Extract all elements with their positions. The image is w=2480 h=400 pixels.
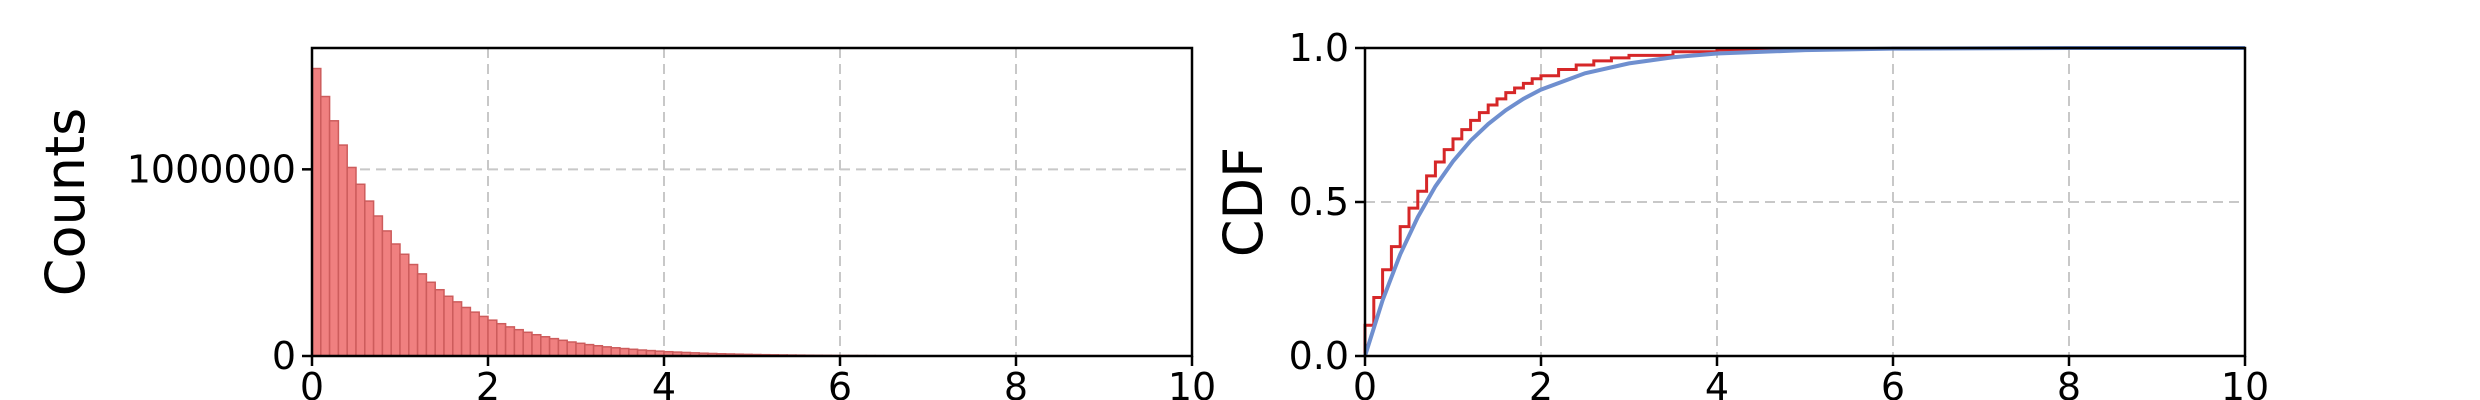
histogram-bar [381,230,392,357]
histogram-x-tick-label: 4 [652,365,676,400]
histogram-bar [496,322,507,357]
histogram-bar [504,326,516,357]
histogram-axes-frame [310,46,1194,358]
histogram-bar [346,166,357,357]
histogram-bar [487,319,498,357]
histogram-bar [372,215,384,357]
histogram-bar [425,281,436,357]
histogram-bar [522,331,533,357]
histogram-bar [566,341,577,357]
cdf-x-tick-label: 0 [1353,365,1377,400]
histogram-bar [592,344,604,357]
histogram-x-tick-label: 8 [1004,365,1028,400]
cdf-x-tick-label: 8 [2057,365,2081,400]
histogram-bar [540,336,551,357]
histogram-bar [513,328,524,357]
histogram-bar [443,295,454,357]
histogram-bar [364,200,375,357]
cdf-x-tick-label: 10 [2221,365,2269,400]
histogram-bar [390,243,401,357]
histogram-bar [408,263,419,357]
histogram-bar [311,67,322,357]
histogram-bar [478,315,489,357]
cdf-theoretical-line [1363,46,2245,357]
histogram-bar [460,306,472,357]
histogram-y-tick-label: 1000000 [127,147,296,191]
histogram-panel: 0 2 4 6 8 10 0 1000000 Counts [34,46,1216,400]
cdf-x-tick-label: 2 [1529,365,1553,400]
cdf-panel: 0 2 4 6 8 10 0.0 0.5 1.0 CDF [1212,26,2269,400]
cdf-y-tick-label: 0.5 [1289,180,1349,224]
histogram-bar [337,144,348,357]
histogram-bar [399,253,410,357]
histogram-bar [469,311,480,357]
cdf-x-tick-label: 4 [1705,365,1729,400]
histogram-x-tick-label: 10 [1168,365,1216,400]
histogram-bar [452,301,463,357]
histogram-bars [311,67,929,357]
cdf-ticks: 0 2 4 6 8 10 0.0 0.5 1.0 [1289,26,2270,400]
histogram-bar [328,120,340,357]
histogram-bar [355,183,366,357]
cdf-lines [1363,46,2245,357]
histogram-bar [548,337,560,357]
histogram-x-tick-label: 0 [300,365,324,400]
histogram-y-tick-label: 0 [272,334,296,378]
histogram-bar [601,346,612,357]
cdf-y-tick-label: 0.0 [1289,334,1349,378]
cdf-grid [1365,48,2245,356]
histogram-y-axis-label: Counts [34,108,97,297]
histogram-x-tick-label: 2 [476,365,500,400]
cdf-y-tick-label: 1.0 [1289,26,1349,70]
cdf-x-tick-label: 6 [1881,365,1905,400]
histogram-ticks: 0 2 4 6 8 10 0 1000000 [127,147,1216,400]
histogram-x-tick-label: 6 [828,365,852,400]
cdf-empirical-step-line [1363,46,2245,356]
histogram-grid [312,48,1192,356]
histogram-bar [434,288,445,357]
cdf-y-axis-label: CDF [1212,147,1275,257]
histogram-bar [584,343,595,357]
histogram-bar [531,333,542,357]
histogram-bar [557,339,568,357]
histogram-bar [575,342,586,357]
histogram-bar [320,95,331,357]
histogram-bar [416,273,428,357]
